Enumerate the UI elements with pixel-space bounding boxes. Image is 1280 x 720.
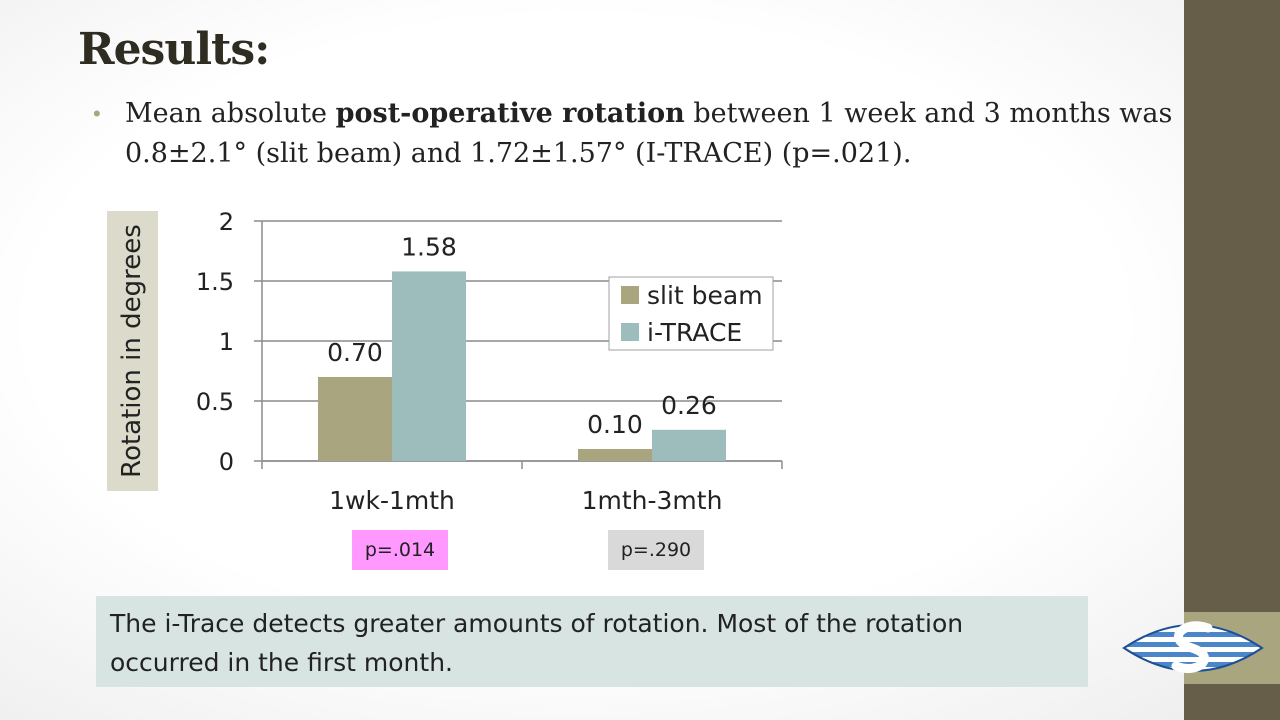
- logo-icon: [1122, 621, 1264, 674]
- data-label: 0.10: [587, 410, 643, 439]
- bar-i-trace-1: [652, 429, 726, 461]
- bar-i-trace-0: [392, 271, 466, 461]
- p-value-1mth-3mth: p=.290: [608, 530, 704, 570]
- y-tick-label: 1.5: [196, 268, 234, 296]
- bullet-part1: Mean absolute: [125, 98, 336, 129]
- p-value-1wk-1mth: p=.014: [352, 530, 448, 570]
- data-label: 0.26: [661, 391, 717, 420]
- side-bar: [1184, 0, 1280, 720]
- bar-slit-beam-1: [578, 449, 652, 461]
- bullet-text: Mean absolute post-operative rotation be…: [125, 94, 1175, 174]
- bullet-part2: between 1 week and 3 months was 0.8±2.1°…: [125, 98, 1173, 169]
- data-label: 0.70: [327, 338, 383, 367]
- legend-label-0: slit beam: [647, 281, 763, 310]
- legend-swatch-0: [621, 286, 639, 304]
- x-tick-label: 1mth-3mth: [582, 486, 723, 515]
- y-tick-label: 0.5: [196, 388, 234, 416]
- conclusion-box: The i-Trace detects greater amounts of r…: [96, 596, 1088, 687]
- bar-slit-beam-0: [318, 377, 392, 461]
- legend-label-1: i-TRACE: [647, 318, 742, 347]
- y-tick-label: 1: [219, 328, 234, 356]
- bullet-bold: post-operative rotation: [335, 98, 685, 129]
- x-tick-label: 1wk-1mth: [329, 486, 455, 515]
- y-axis-label-box: [107, 211, 158, 491]
- legend-swatch-1: [621, 323, 639, 341]
- slide-title: Results:: [78, 24, 270, 75]
- data-label: 1.58: [401, 232, 457, 261]
- y-tick-label: 0: [219, 448, 234, 476]
- bullet-dot-icon: •: [93, 101, 101, 126]
- y-tick-label: 2: [219, 208, 234, 236]
